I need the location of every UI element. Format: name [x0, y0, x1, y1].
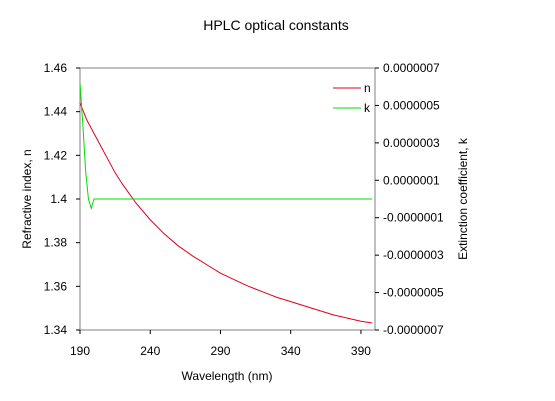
x-axis-ticks: 190 240 290 340 390 — [70, 330, 371, 358]
legend-label-k: k — [364, 101, 371, 115]
legend: n k — [333, 81, 371, 115]
y-right-tick-label: 0.0000005 — [383, 98, 440, 112]
y-left-tick-label: 1.44 — [44, 105, 68, 119]
x-tick-label: 340 — [281, 344, 301, 358]
y-right-axis-ticks: 0.0000007 0.0000005 0.0000003 0.0000001 -0.0… — [375, 61, 444, 337]
y-left-tick-label: 1.36 — [44, 279, 68, 293]
y-left-tick-label: 1.42 — [44, 148, 68, 162]
chart-title: HPLC optical constants — [203, 17, 349, 33]
y-right-tick-label: -0.0000001 — [383, 211, 444, 225]
y-right-tick-label: 0.0000001 — [383, 173, 440, 187]
y-left-axis-ticks: 1.46 1.44 1.42 1.4 1.38 1.36 1.34 — [44, 61, 80, 337]
series-line-k — [79, 82, 373, 211]
y-left-tick-label: 1.34 — [44, 323, 68, 337]
y-right-tick-label: -0.0000007 — [383, 323, 444, 337]
x-tick-label: 290 — [210, 344, 230, 358]
y-left-tick-label: 1.46 — [44, 61, 68, 75]
x-tick-label: 190 — [70, 344, 90, 358]
series-layer — [79, 82, 373, 324]
y-right-tick-label: -0.0000003 — [383, 248, 444, 262]
y-right-tick-label: 0.0000007 — [383, 61, 440, 75]
x-tick-label: 240 — [140, 344, 160, 358]
x-tick-label: 390 — [351, 344, 371, 358]
legend-label-n: n — [364, 81, 371, 95]
series-line-n — [79, 102, 373, 324]
y-left-tick-label: 1.4 — [50, 192, 67, 206]
y-right-axis-label: Extinction coefficient, k — [456, 137, 470, 260]
y-left-axis-label: Refractive index, n — [20, 149, 34, 248]
y-right-tick-label: 0.0000003 — [383, 136, 440, 150]
x-axis-label: Wavelength (nm) — [182, 369, 273, 383]
y-right-tick-label: -0.0000005 — [383, 286, 444, 300]
y-left-tick-label: 1.38 — [44, 236, 68, 250]
